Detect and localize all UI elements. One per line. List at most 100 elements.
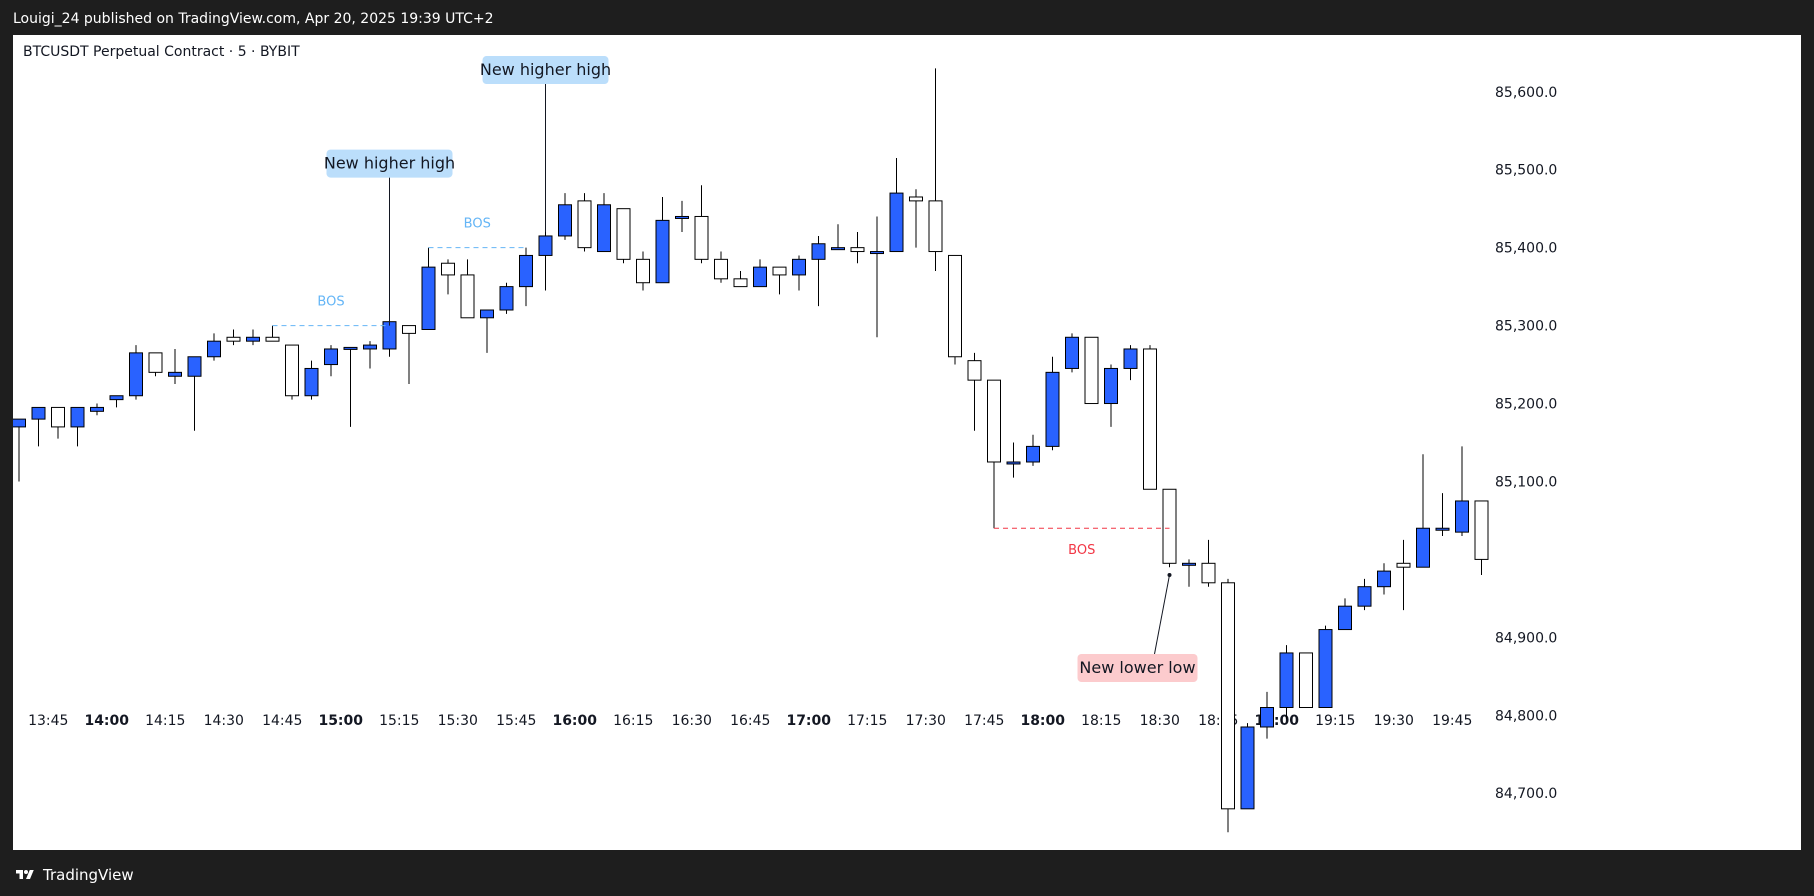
- candle-body[interactable]: [1279, 652, 1294, 708]
- candle-body[interactable]: [1318, 629, 1333, 709]
- candlestick-chart[interactable]: 85,600.0 85,500.0 85,400.0 85,300.0 85,200.0…: [13, 35, 1801, 850]
- candle-body[interactable]: [441, 262, 455, 276]
- candle-body[interactable]: [538, 235, 553, 256]
- candle-body[interactable]: [1201, 562, 1216, 584]
- candle-body[interactable]: [850, 247, 865, 253]
- candle-body[interactable]: [226, 336, 241, 342]
- candle-body[interactable]: [1435, 527, 1450, 531]
- candle-body[interactable]: [109, 395, 124, 401]
- tradingview-logo-icon: [16, 870, 34, 879]
- callout-box[interactable]: [326, 149, 453, 178]
- candle-body[interactable]: [148, 352, 163, 373]
- candle-body[interactable]: [636, 258, 650, 284]
- candle-body[interactable]: [577, 200, 592, 249]
- candle-body[interactable]: [519, 254, 533, 288]
- candle-body[interactable]: [1396, 562, 1411, 568]
- candle-body[interactable]: [480, 309, 494, 319]
- candle-body[interactable]: [1377, 570, 1391, 588]
- candle-body[interactable]: [70, 406, 85, 428]
- candle-body[interactable]: [324, 348, 338, 366]
- candle-body[interactable]: [1162, 488, 1177, 564]
- callout-text: New higher high: [324, 154, 455, 173]
- candle-body[interactable]: [460, 274, 475, 319]
- candle-body[interactable]: [187, 356, 202, 377]
- candle-body[interactable]: [90, 406, 104, 412]
- candle-body[interactable]: [1026, 445, 1040, 463]
- candle-body[interactable]: [1240, 726, 1255, 810]
- candle-body[interactable]: [714, 258, 728, 280]
- candle-body[interactable]: [13, 418, 26, 428]
- candle-body[interactable]: [967, 360, 982, 381]
- chart-panel[interactable]: 85,600.0 85,500.0 85,400.0 85,300.0 85,200.0…: [13, 35, 1801, 850]
- candle-body[interactable]: [909, 196, 923, 202]
- tradingview-logo[interactable]: TradingView: [13, 866, 134, 884]
- time-axis-label: 14:00: [84, 713, 129, 729]
- candle-body[interactable]: [1455, 500, 1469, 533]
- candle-body[interactable]: [811, 243, 826, 260]
- candle-body[interactable]: [1104, 367, 1118, 405]
- candle-body[interactable]: [1123, 348, 1138, 369]
- candle-body[interactable]: [597, 204, 611, 253]
- candle-body[interactable]: [987, 379, 1001, 463]
- time-axis-label: 18:30: [1140, 713, 1180, 729]
- candle-body[interactable]: [499, 286, 514, 311]
- price-axis-label: 84,800.0: [1495, 708, 1557, 724]
- candle-body[interactable]: [421, 266, 436, 330]
- candle-body[interactable]: [889, 192, 904, 253]
- candle-body[interactable]: [51, 406, 65, 428]
- candle-body[interactable]: [831, 247, 845, 251]
- candle-body[interactable]: [1338, 605, 1352, 631]
- candle-body[interactable]: [948, 254, 962, 358]
- candle-body[interactable]: [363, 344, 377, 350]
- candle-body[interactable]: [1084, 336, 1099, 405]
- candle-body[interactable]: [285, 344, 299, 397]
- candle-body[interactable]: [733, 278, 748, 288]
- candle-body[interactable]: [1182, 562, 1196, 566]
- candle-body[interactable]: [207, 340, 221, 358]
- price-axis-label: 84,700.0: [1495, 786, 1557, 802]
- candle-body[interactable]: [343, 346, 358, 350]
- callout-box[interactable]: [482, 56, 609, 85]
- candle-body[interactable]: [694, 215, 709, 260]
- bos-label: BOS: [464, 217, 491, 232]
- candle-body[interactable]: [870, 251, 884, 255]
- candle-body[interactable]: [1260, 707, 1274, 728]
- candle-body[interactable]: [928, 200, 943, 253]
- time-axis-label: 17:00: [786, 713, 831, 729]
- candle-body[interactable]: [1299, 652, 1313, 708]
- time-axis-label: 18:00: [1020, 713, 1065, 729]
- candle-body[interactable]: [265, 336, 280, 342]
- candle-body[interactable]: [1221, 582, 1235, 810]
- callout-box[interactable]: [1077, 654, 1198, 682]
- candle-body[interactable]: [129, 352, 143, 397]
- candle-body[interactable]: [1416, 527, 1430, 568]
- time-axis-label: 14:15: [145, 713, 185, 729]
- footer-bar: TradingView: [0, 852, 1814, 896]
- publisher-line: Louigi_24 published on TradingView.com, …: [13, 11, 494, 27]
- price-axis-label: 85,200.0: [1495, 397, 1557, 413]
- candle-body[interactable]: [402, 325, 416, 334]
- time-axis-label: 16:15: [613, 713, 653, 729]
- time-axis-label: 14:45: [262, 713, 302, 729]
- candle-body[interactable]: [1143, 348, 1157, 490]
- candle-body[interactable]: [1357, 586, 1372, 607]
- candle-body[interactable]: [616, 208, 631, 260]
- candle-body[interactable]: [246, 336, 260, 342]
- time-axis-label: 19:45: [1432, 713, 1472, 729]
- candle-body[interactable]: [558, 204, 572, 237]
- candle-body[interactable]: [168, 371, 182, 377]
- candle-body[interactable]: [792, 258, 806, 276]
- candle-body[interactable]: [1474, 500, 1489, 560]
- candle-body[interactable]: [1065, 336, 1079, 369]
- candle-body[interactable]: [655, 219, 670, 284]
- candle-body[interactable]: [772, 266, 787, 276]
- candle-body[interactable]: [31, 406, 46, 420]
- tradingview-brand-text: TradingView: [43, 866, 134, 884]
- candle-body[interactable]: [1045, 371, 1060, 447]
- time-axis-label: 18:15: [1081, 713, 1121, 729]
- candle-body[interactable]: [1006, 461, 1021, 465]
- candle-body[interactable]: [753, 266, 767, 288]
- candle-body[interactable]: [304, 367, 319, 397]
- candle-body[interactable]: [675, 215, 689, 219]
- time-axis-label: 15:45: [496, 713, 536, 729]
